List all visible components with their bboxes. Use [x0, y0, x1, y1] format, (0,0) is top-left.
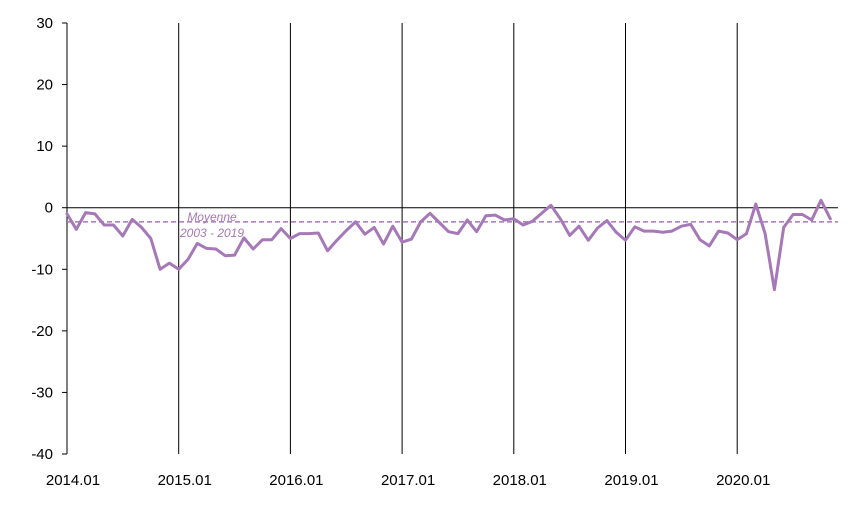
annotation-line-2: 2003 - 2019	[179, 226, 244, 240]
x-tick-label: 2018.01	[493, 472, 547, 489]
x-axis: 2014.01 2015.01 2016.01 2017.01 2018.01 2019.…	[46, 207, 838, 489]
x-tick-label: 2014.01	[46, 472, 100, 489]
x-tick-label: 2015.01	[158, 472, 212, 489]
annotation-line-1: Moyenne	[187, 210, 237, 224]
y-axis: 30 20 10 0 -10 -20 -30 -40	[31, 15, 68, 463]
y-tick-label: 30	[36, 15, 53, 32]
x-tick-label: 2020.01	[716, 472, 770, 489]
y-tick-label: -10	[31, 261, 53, 278]
average-annotation: Moyenne 2003 - 2019	[179, 210, 244, 240]
x-tick-label: 2017.01	[381, 472, 435, 489]
y-tick-label: 10	[36, 138, 53, 155]
y-tick-label: -20	[31, 323, 53, 340]
series-group	[65, 198, 832, 292]
y-tick-label: -40	[31, 446, 53, 463]
y-tick-label: 0	[45, 200, 53, 217]
series-line-0	[65, 198, 832, 292]
y-tick-label: 20	[36, 77, 53, 94]
y-tick-label: -30	[31, 384, 53, 401]
x-tick-label: 2016.01	[269, 472, 323, 489]
x-tick-label: 2019.01	[604, 472, 658, 489]
